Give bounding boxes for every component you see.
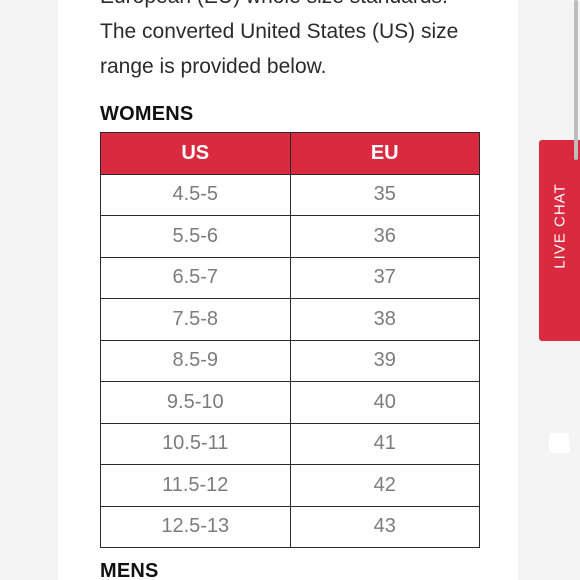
partial-text-line: European (EU) whole size standards. bbox=[100, 0, 520, 8]
us-size-cell: 11.5-12 bbox=[100, 464, 291, 507]
table-row: 10.5-11 41 bbox=[100, 422, 480, 465]
us-column-header: US bbox=[100, 132, 291, 175]
eu-size-cell: 42 bbox=[289, 464, 480, 507]
table-row: 12.5-13 43 bbox=[100, 505, 480, 548]
table-row: 6.5-7 37 bbox=[100, 256, 480, 299]
left-gutter bbox=[0, 0, 58, 580]
us-size-cell: 4.5-5 bbox=[100, 173, 291, 216]
live-chat-button[interactable]: LIVE CHAT bbox=[539, 140, 580, 453]
scrollbar-thumb[interactable] bbox=[574, 0, 578, 160]
eu-size-cell: 41 bbox=[289, 422, 480, 465]
us-size-cell: 12.5-13 bbox=[100, 505, 291, 548]
eu-column-header: EU bbox=[289, 132, 480, 175]
live-chat-label: LIVE CHAT bbox=[551, 183, 568, 269]
table-row: 8.5-9 39 bbox=[100, 339, 480, 382]
us-size-cell: 7.5-8 bbox=[100, 298, 291, 341]
us-size-cell: 5.5-6 bbox=[100, 215, 291, 258]
us-size-cell: 10.5-11 bbox=[100, 422, 291, 465]
eu-size-cell: 43 bbox=[289, 505, 480, 548]
table-header-row: US EU bbox=[100, 132, 480, 175]
eu-size-cell: 37 bbox=[289, 256, 480, 299]
womens-size-table: US EU 4.5-5 35 5.5-6 36 6.5-7 37 7.5-8 3… bbox=[100, 132, 480, 548]
womens-section-title: WOMENS bbox=[100, 103, 194, 125]
mens-section-title: MENS bbox=[100, 560, 159, 580]
table-row: 7.5-8 38 bbox=[100, 298, 480, 341]
eu-size-cell: 40 bbox=[289, 381, 480, 424]
eu-size-cell: 35 bbox=[289, 173, 480, 216]
eu-size-cell: 39 bbox=[289, 339, 480, 382]
chat-bubble-icon bbox=[548, 432, 572, 456]
us-size-cell: 8.5-9 bbox=[100, 339, 291, 382]
table-row: 4.5-5 35 bbox=[100, 173, 480, 216]
intro-paragraph: The converted United States (US) size ra… bbox=[100, 20, 459, 78]
table-row: 11.5-12 42 bbox=[100, 464, 480, 507]
table-row: 9.5-10 40 bbox=[100, 381, 480, 424]
eu-size-cell: 36 bbox=[289, 215, 480, 258]
us-size-cell: 6.5-7 bbox=[100, 256, 291, 299]
eu-size-cell: 38 bbox=[289, 298, 480, 341]
us-size-cell: 9.5-10 bbox=[100, 381, 291, 424]
table-row: 5.5-6 36 bbox=[100, 215, 480, 258]
